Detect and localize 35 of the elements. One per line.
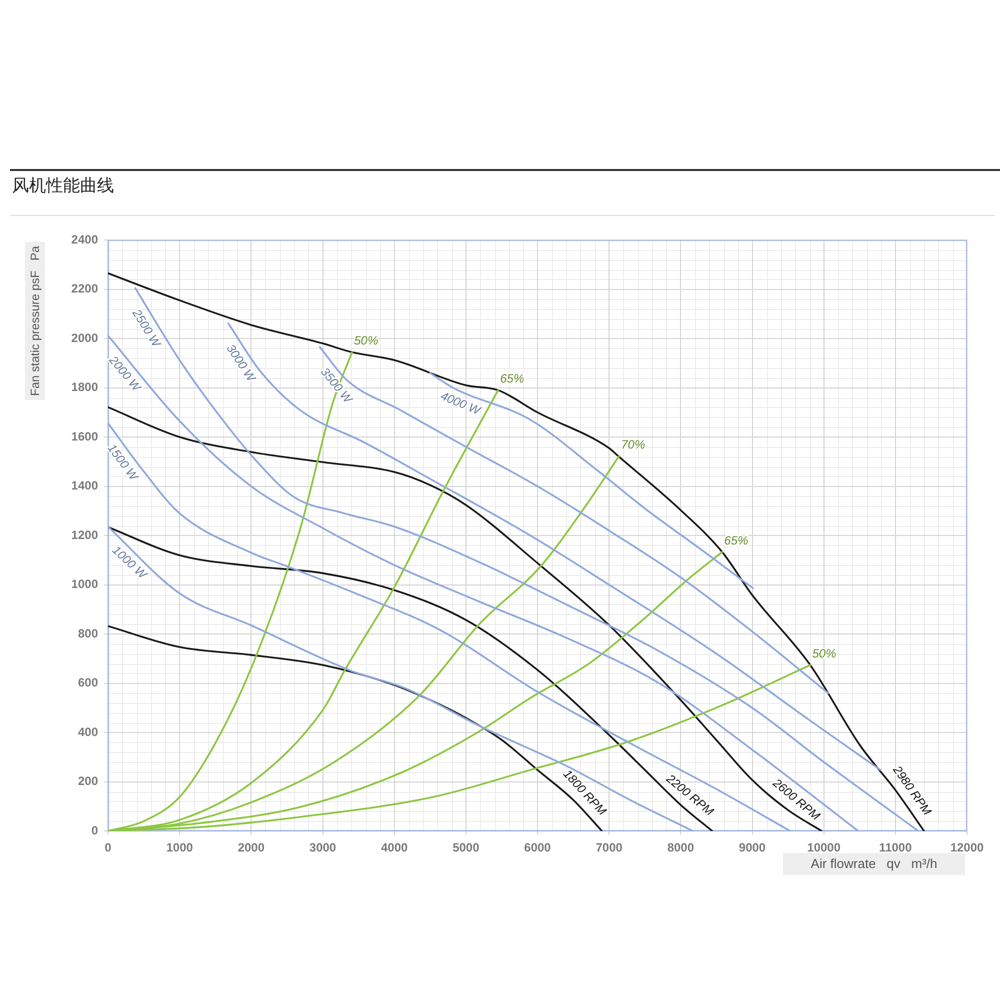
y-tick-label: 2200 (71, 282, 98, 296)
x-axis-title: Air flowrate qv m³/h (783, 853, 965, 875)
x-tick-label: 8000 (667, 840, 694, 855)
series-label: 65% (724, 533, 749, 548)
y-tick-label: 600 (78, 676, 98, 690)
y-tick-label: 1800 (71, 380, 98, 394)
y-tick-label: 2400 (71, 232, 98, 246)
x-tick-label: 9000 (738, 840, 766, 855)
x-tick-label: 10000 (807, 840, 841, 855)
y-tick-label: 1000 (71, 577, 98, 592)
y-tick-label: 1400 (71, 478, 98, 493)
x-tick-label: 12000 (950, 840, 984, 855)
y-tick-label: 0 (91, 823, 98, 838)
x-tick-label: 7000 (596, 840, 623, 855)
y-tick-label: 1200 (71, 528, 98, 542)
text: 4000 W (438, 388, 484, 418)
series-label: 50% (812, 646, 837, 660)
x-tick-label: 0 (104, 840, 112, 855)
x-tick-label: 3000 (309, 840, 336, 855)
x-tick-label: 2000 (238, 840, 265, 855)
y-tick-label: 1600 (71, 429, 98, 444)
y-axis-title: Fan static pressure psF Pa (25, 242, 45, 400)
chart-title: 风机性能曲线 (12, 175, 114, 197)
y-tick-label: 200 (78, 774, 98, 788)
series-label: 70% (621, 437, 646, 452)
x-tick-label: 6000 (524, 840, 552, 855)
x-tick-label: 11000 (879, 840, 912, 855)
series-label: 65% (500, 372, 524, 386)
x-tick-label: 1000 (166, 840, 194, 855)
x-tick-label: 5000 (452, 840, 480, 855)
y-tick-label: 2000 (71, 330, 98, 345)
y-tick-label: 400 (78, 724, 98, 739)
series-label: 50% (354, 333, 378, 348)
y-tick-label: 800 (78, 626, 98, 640)
x-tick-label: 4000 (380, 840, 408, 855)
